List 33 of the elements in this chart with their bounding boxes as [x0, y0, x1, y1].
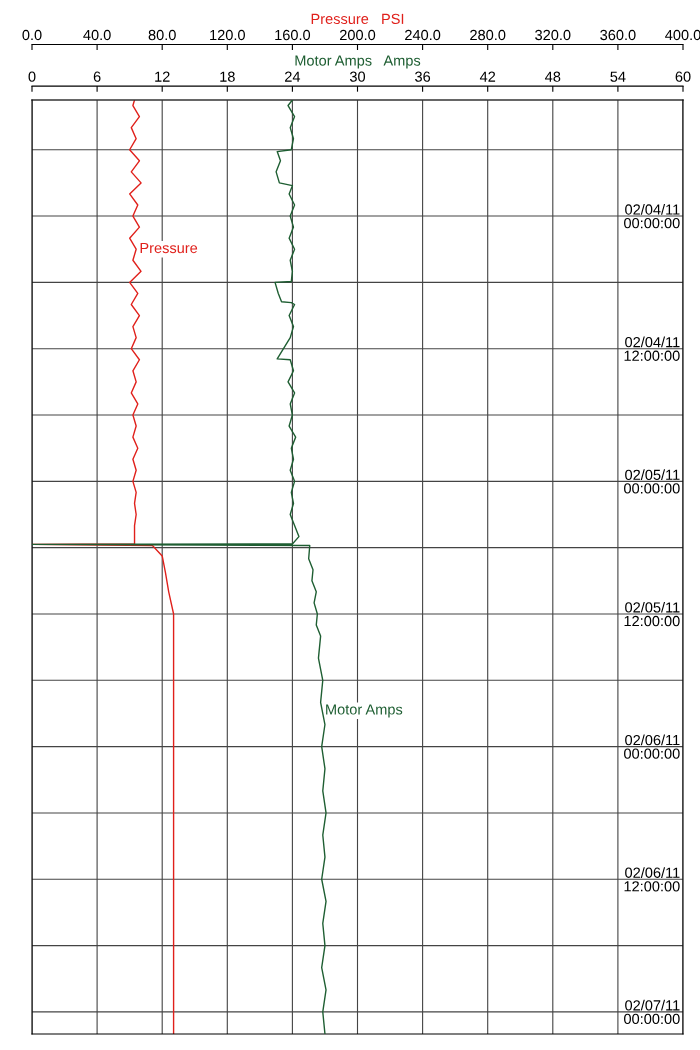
y-tick-label: 02/07/11 00:00:00 — [624, 999, 680, 1025]
x-tick-label: 360.0 — [600, 29, 636, 41]
y-tick-label: 02/06/11 12:00:00 — [624, 867, 680, 892]
y-tick-label: 02/05/11 12:00:00 — [624, 601, 680, 627]
x-tick-label: 400.0 — [665, 29, 700, 41]
x-tick-label: 80.0 — [148, 29, 176, 41]
x-tick-label: 320.0 — [535, 29, 571, 41]
y-tick-label: 02/06/11 00:00:00 — [624, 734, 680, 759]
y-tick-label: 02/04/11 00:00:00 — [624, 203, 680, 229]
x2-tick-label: 18 — [220, 71, 235, 82]
x-tick-label: 200.0 — [339, 29, 376, 41]
x-tick-label: 280.0 — [470, 29, 506, 41]
x2-tick-label: 24 — [285, 71, 301, 82]
y-tick-label: 02/05/11 00:00:00 — [624, 469, 680, 494]
x2-tick-label: 6 — [93, 71, 101, 82]
x-axis-title: Pressure PSI — [311, 13, 404, 25]
x2-tick-label: 42 — [479, 71, 496, 82]
x2-tick-label: 54 — [610, 71, 626, 82]
x2-tick-label: 30 — [349, 71, 366, 82]
x2-tick-label: 12 — [155, 71, 170, 82]
x2-tick-label: 36 — [415, 71, 431, 82]
annotation: Motor Amps — [326, 704, 403, 718]
x-tick-label: 0.0 — [22, 29, 42, 41]
annotation: Pressure — [140, 242, 198, 254]
x-tick-label: 40.0 — [83, 29, 111, 41]
x-tick-label: 240.0 — [405, 29, 441, 41]
x-tick-label: 160.0 — [275, 29, 311, 41]
x2-tick-label: 0 — [28, 71, 36, 82]
x-tick-label: 120.0 — [210, 29, 245, 41]
x2-tick-label: 48 — [545, 71, 561, 82]
y-tick-label: 02/04/11 12:00:00 — [624, 336, 680, 361]
x2-tick-label: 60 — [675, 71, 691, 82]
x2-axis-title: Motor Amps Amps — [295, 55, 421, 69]
